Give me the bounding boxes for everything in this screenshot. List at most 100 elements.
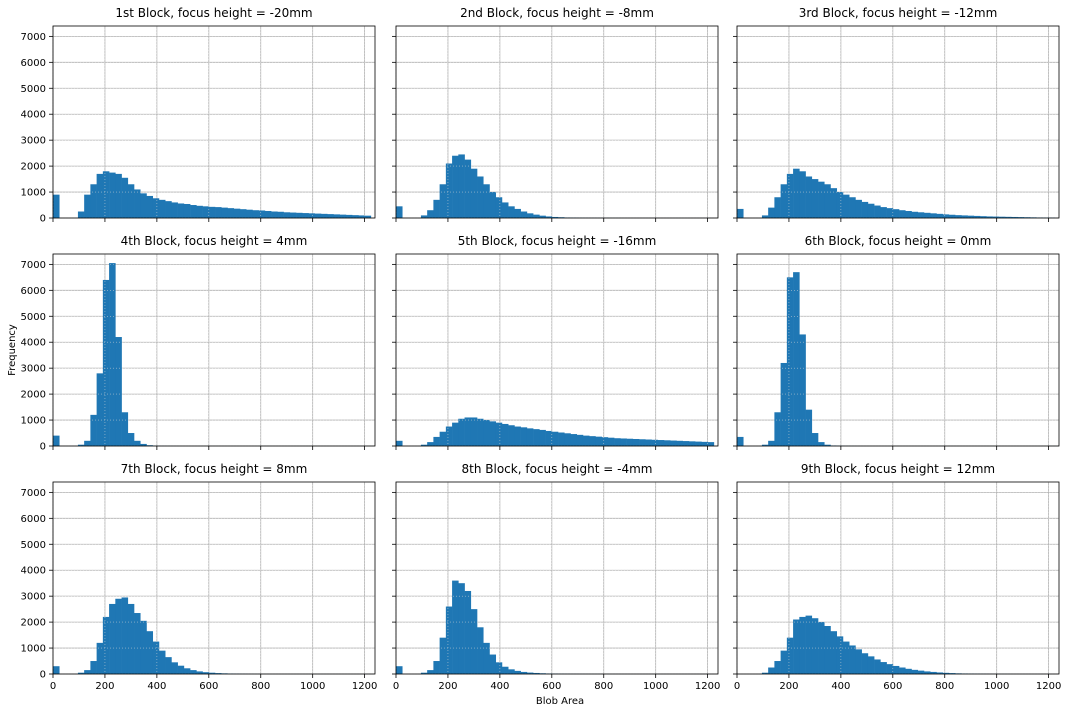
histogram-bar [445, 163, 453, 218]
histogram-bar [171, 662, 178, 674]
histogram-bar [880, 207, 887, 218]
histogram-bar [911, 669, 919, 674]
histogram-bar [289, 212, 297, 218]
histogram-bar [761, 672, 769, 674]
axes-frame [52, 481, 376, 675]
histogram-bar [657, 440, 665, 446]
x-tick-label: 400 [831, 681, 850, 692]
histogram-bar [115, 337, 122, 446]
histogram-bar [774, 412, 781, 446]
histogram-bar [1017, 217, 1024, 218]
histogram-bar [614, 438, 621, 446]
histogram-bar [707, 442, 715, 446]
histogram-bar [427, 210, 434, 218]
histogram-bar [84, 440, 91, 446]
histogram-bar [96, 173, 104, 218]
x-tick-label: 1000 [300, 681, 325, 692]
histogram-bar [134, 189, 141, 218]
y-tick-label: 6000 [21, 286, 46, 297]
histogram-bar [320, 213, 328, 218]
histogram-bar [109, 172, 116, 218]
histogram-bar [177, 665, 185, 674]
histogram-bar [77, 672, 85, 674]
histogram-bar [458, 418, 465, 446]
histogram-bar [483, 420, 490, 446]
histogram-bar [842, 194, 850, 218]
histogram-bar [477, 627, 484, 674]
histogram-bar [333, 214, 340, 218]
histogram-bar [761, 215, 769, 218]
panel-title: 1st Block, focus height = -20mm [115, 6, 312, 20]
histogram-bar [874, 205, 881, 218]
axes-frame [736, 25, 1060, 219]
y-tick-label: 6000 [21, 514, 46, 525]
histogram-bar [84, 194, 91, 218]
panels: 1st Block, focus height = -20mm010002000… [21, 6, 1062, 692]
histogram-bar [196, 671, 203, 674]
histogram-bar [489, 192, 497, 218]
histogram-bar [452, 580, 459, 674]
histogram-bar [339, 214, 347, 218]
histogram-bar [533, 429, 540, 446]
panel-title: 8th Block, focus height = -4mm [462, 462, 653, 476]
histogram-bar [470, 609, 478, 674]
histogram-bar [805, 615, 813, 674]
histogram-bar [992, 216, 1000, 218]
histogram-bar [215, 673, 222, 674]
histogram-bar [701, 441, 708, 446]
histogram-bar [768, 207, 775, 218]
panel-title: 4th Block, focus height = 4mm [121, 234, 308, 248]
histogram-bar [899, 210, 906, 218]
histogram-bar [682, 441, 690, 446]
histogram-bar [967, 215, 975, 218]
histogram-bar [183, 668, 191, 674]
histogram-bar [396, 440, 403, 446]
histogram-bar [420, 215, 428, 218]
y-tick-label: 7000 [21, 32, 46, 43]
histogram-bar [140, 193, 147, 218]
histogram-bar [558, 432, 565, 446]
y-tick-label: 4000 [21, 338, 46, 349]
panel-3: 3rd Block, focus height = -12mm [733, 6, 1060, 222]
histogram-bar [923, 671, 931, 674]
x-tick-label: 0 [734, 681, 740, 692]
histogram-bar [352, 215, 359, 218]
histogram-bar [905, 668, 912, 674]
histogram-bar [433, 661, 440, 674]
histogram-bar [793, 272, 800, 446]
histogram-bar [146, 195, 154, 218]
histogram-bar [271, 211, 278, 218]
histogram-bar [582, 435, 590, 446]
histogram-bar [90, 661, 97, 674]
histogram-bar [545, 216, 553, 218]
histogram-bar [780, 362, 788, 446]
x-tick-label: 0 [393, 681, 399, 692]
histogram-bar [514, 670, 521, 674]
histogram-bar [936, 213, 943, 218]
histogram-bar [495, 422, 503, 446]
histogram-bar [761, 444, 769, 446]
y-tick-label: 1000 [21, 188, 46, 199]
histogram-bar [849, 645, 856, 674]
histogram-bar [737, 208, 744, 218]
histogram-bar [96, 373, 104, 446]
y-tick-label: 3000 [21, 364, 46, 375]
histogram-bar [121, 597, 129, 674]
histogram-bar [302, 213, 309, 218]
histogram-bar [811, 179, 819, 218]
histogram-bar [264, 210, 272, 218]
x-tick-label: 200 [779, 681, 798, 692]
histogram-bar [670, 440, 677, 446]
panel-title: 9th Block, focus height = 12mm [801, 462, 995, 476]
x-tick-label: 1200 [352, 681, 377, 692]
x-tick-label: 200 [438, 681, 457, 692]
histogram-bar [140, 443, 147, 446]
histogram-bar [986, 216, 993, 218]
histogram-bar [780, 650, 788, 674]
histogram-bar [140, 620, 147, 674]
histogram-bar [799, 334, 806, 446]
histogram-bar [930, 671, 937, 674]
histogram-bar [439, 431, 447, 446]
histogram-bar [899, 667, 906, 674]
panel-2: 2nd Block, focus height = -8mm [392, 6, 719, 222]
